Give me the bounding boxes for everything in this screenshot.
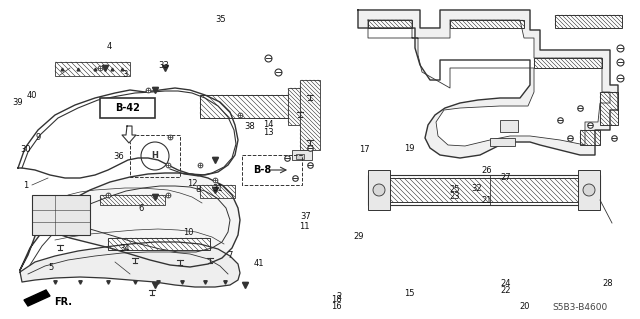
Text: 33: 33 [158, 61, 168, 70]
Text: 24: 24 [500, 279, 511, 288]
Bar [32, 195, 90, 235]
Text: 22: 22 [500, 286, 511, 295]
Bar [368, 175, 600, 205]
Bar [130, 135, 180, 177]
Text: 36: 36 [113, 152, 124, 161]
Text: 41: 41 [254, 259, 264, 268]
Text: 23: 23 [449, 192, 460, 201]
Text: 29: 29 [353, 232, 364, 241]
Bar [368, 170, 390, 210]
Text: 28: 28 [603, 279, 613, 288]
Text: 1: 1 [23, 181, 28, 189]
Polygon shape [368, 20, 610, 146]
Text: 18: 18 [331, 295, 341, 304]
Text: 20: 20 [520, 302, 530, 311]
Text: 4: 4 [106, 42, 111, 51]
Polygon shape [358, 10, 618, 158]
Bar [578, 170, 600, 210]
Text: 13: 13 [264, 128, 274, 137]
Text: 9: 9 [36, 133, 41, 142]
Text: 12: 12 [187, 179, 197, 188]
Text: B-8: B-8 [253, 165, 271, 175]
Bar [55, 62, 130, 76]
Text: 26: 26 [481, 166, 492, 175]
Polygon shape [122, 126, 136, 143]
Text: 15: 15 [404, 289, 415, 298]
Bar [100, 195, 165, 205]
Text: H: H [152, 152, 159, 160]
Bar [200, 95, 295, 118]
Text: 6: 6 [138, 204, 143, 213]
Text: 5: 5 [49, 263, 54, 272]
Circle shape [373, 184, 385, 196]
Text: 30: 30 [20, 145, 31, 154]
Text: 11: 11 [299, 222, 309, 231]
Bar [500, 120, 518, 132]
Text: B-42: B-42 [115, 103, 140, 113]
Text: 14: 14 [264, 120, 274, 129]
Bar [296, 154, 304, 159]
Bar [288, 88, 310, 125]
Bar [580, 130, 600, 145]
Bar [450, 20, 524, 28]
Text: 27: 27 [500, 173, 511, 182]
Text: 39: 39 [12, 98, 22, 107]
Bar [388, 178, 580, 202]
Text: 25: 25 [449, 185, 460, 194]
Text: 19: 19 [404, 144, 415, 153]
Circle shape [583, 184, 595, 196]
Text: 34: 34 [120, 244, 130, 253]
Text: 21: 21 [481, 197, 492, 205]
Bar [108, 238, 210, 250]
Text: 10: 10 [184, 228, 194, 237]
Polygon shape [20, 173, 240, 270]
Text: 7: 7 [228, 251, 233, 260]
Bar [292, 150, 312, 160]
Bar [534, 58, 602, 68]
Text: 17: 17 [360, 145, 370, 154]
Text: 31: 31 [212, 184, 223, 193]
Polygon shape [20, 242, 240, 287]
Bar [100, 98, 155, 118]
Bar [490, 138, 515, 146]
Bar [200, 185, 235, 198]
Text: 40: 40 [27, 91, 37, 100]
Text: 38: 38 [244, 122, 255, 130]
Text: 37: 37 [301, 212, 311, 221]
Text: 35: 35 [216, 15, 226, 24]
Bar [242, 155, 302, 185]
Text: 16: 16 [331, 302, 341, 311]
Polygon shape [24, 290, 50, 306]
Bar [368, 20, 412, 28]
Text: FR.: FR. [54, 297, 72, 307]
Bar [300, 80, 320, 150]
Text: 32: 32 [472, 184, 482, 193]
Bar [555, 15, 622, 28]
Text: 3: 3 [122, 70, 127, 79]
Text: 8: 8 [196, 185, 201, 194]
Text: 2: 2 [337, 292, 342, 301]
Bar [600, 92, 618, 125]
Text: S5B3-B4600: S5B3-B4600 [552, 303, 607, 313]
